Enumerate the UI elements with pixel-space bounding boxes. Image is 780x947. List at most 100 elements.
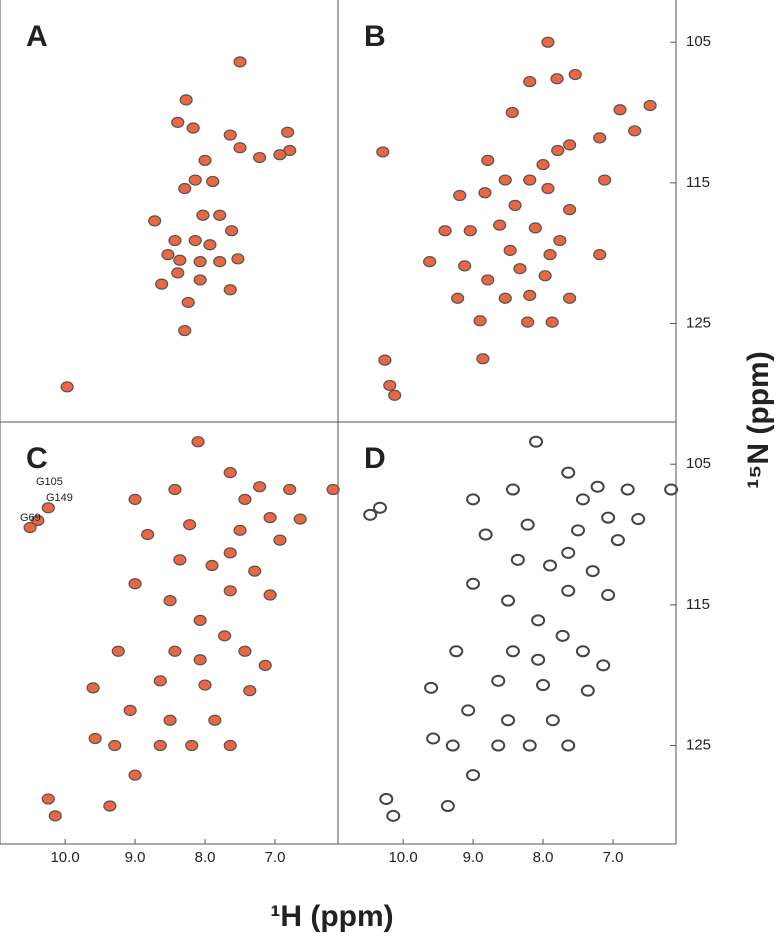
peak bbox=[128, 493, 142, 505]
y-tick-label: 115 bbox=[686, 596, 710, 613]
peak bbox=[610, 534, 625, 547]
peak bbox=[575, 645, 590, 658]
peak bbox=[466, 493, 481, 506]
peak bbox=[501, 594, 516, 607]
peak bbox=[206, 175, 220, 188]
peak bbox=[593, 132, 607, 144]
peak bbox=[523, 75, 537, 88]
peak bbox=[561, 739, 576, 752]
peak bbox=[181, 296, 195, 309]
peak bbox=[378, 354, 392, 366]
peak bbox=[555, 629, 570, 642]
peak bbox=[563, 139, 577, 151]
peak bbox=[571, 524, 586, 537]
x-tick-label: 10.0 bbox=[50, 849, 79, 866]
panel-letter: C bbox=[26, 442, 48, 475]
peak bbox=[41, 793, 55, 805]
peak bbox=[466, 577, 481, 590]
peak bbox=[510, 553, 525, 566]
peak bbox=[536, 679, 551, 692]
peak bbox=[193, 654, 207, 666]
peak bbox=[538, 270, 552, 282]
peak bbox=[664, 483, 679, 496]
peak bbox=[218, 630, 232, 642]
peak bbox=[440, 800, 455, 813]
y-tick-label: 105 bbox=[686, 455, 711, 472]
peak bbox=[191, 436, 205, 448]
peak bbox=[168, 645, 182, 657]
peak bbox=[173, 554, 187, 566]
panel-letter: B bbox=[364, 20, 386, 53]
peak bbox=[520, 518, 535, 531]
peak bbox=[529, 435, 544, 448]
peak bbox=[505, 483, 520, 496]
peak bbox=[193, 614, 207, 626]
peak bbox=[561, 546, 576, 559]
peak bbox=[553, 234, 567, 247]
peak bbox=[501, 714, 516, 727]
peak bbox=[563, 292, 577, 304]
x-axis-label: ¹H (ppm) bbox=[270, 900, 393, 933]
peak bbox=[193, 256, 207, 268]
peak bbox=[561, 584, 576, 597]
peak bbox=[171, 116, 185, 128]
peak bbox=[208, 714, 222, 726]
peak bbox=[575, 493, 590, 506]
peak bbox=[478, 528, 493, 541]
peak bbox=[580, 684, 595, 697]
peak-annotation: G149 bbox=[46, 492, 73, 504]
x-tick-label: 9.0 bbox=[125, 849, 146, 866]
peak bbox=[423, 256, 437, 268]
peak bbox=[631, 513, 646, 526]
peak bbox=[590, 480, 605, 493]
peak bbox=[521, 316, 535, 328]
peak bbox=[593, 249, 607, 261]
peak bbox=[161, 249, 175, 261]
peak bbox=[141, 528, 155, 541]
peak-annotation: G105 bbox=[36, 476, 63, 488]
peak bbox=[111, 645, 125, 657]
peak bbox=[31, 514, 45, 527]
peak bbox=[326, 483, 340, 496]
peak bbox=[493, 219, 507, 231]
x-tick-label: 8.0 bbox=[195, 849, 216, 866]
peak bbox=[273, 149, 287, 161]
peak bbox=[543, 559, 558, 572]
peak bbox=[178, 182, 192, 195]
peak bbox=[168, 234, 182, 247]
peak bbox=[225, 225, 239, 237]
peak bbox=[223, 129, 237, 141]
peak bbox=[424, 681, 439, 694]
x-tick-label: 9.0 bbox=[463, 849, 484, 866]
peak bbox=[545, 316, 559, 328]
peak bbox=[163, 714, 177, 726]
peak bbox=[248, 565, 262, 577]
peak bbox=[103, 800, 117, 812]
peak bbox=[185, 739, 199, 752]
peak bbox=[523, 289, 537, 301]
peak bbox=[620, 483, 635, 496]
peak bbox=[23, 521, 37, 534]
peak bbox=[531, 653, 546, 666]
peak bbox=[238, 493, 252, 505]
peak bbox=[88, 732, 102, 745]
peak bbox=[198, 679, 212, 691]
peak bbox=[643, 99, 657, 112]
peak bbox=[128, 769, 142, 781]
peak bbox=[445, 739, 460, 752]
peak bbox=[386, 809, 401, 822]
peak bbox=[505, 645, 520, 658]
peak bbox=[253, 151, 267, 164]
peak bbox=[596, 659, 611, 672]
peak bbox=[60, 381, 74, 393]
peak bbox=[522, 739, 537, 752]
peak bbox=[41, 502, 55, 514]
peak bbox=[379, 792, 394, 805]
peak bbox=[528, 222, 542, 234]
peak bbox=[263, 589, 277, 601]
peak bbox=[491, 739, 506, 752]
peak bbox=[363, 508, 378, 521]
peak bbox=[223, 585, 237, 597]
peak-annotation: G69 bbox=[20, 512, 41, 524]
peak bbox=[513, 263, 527, 275]
